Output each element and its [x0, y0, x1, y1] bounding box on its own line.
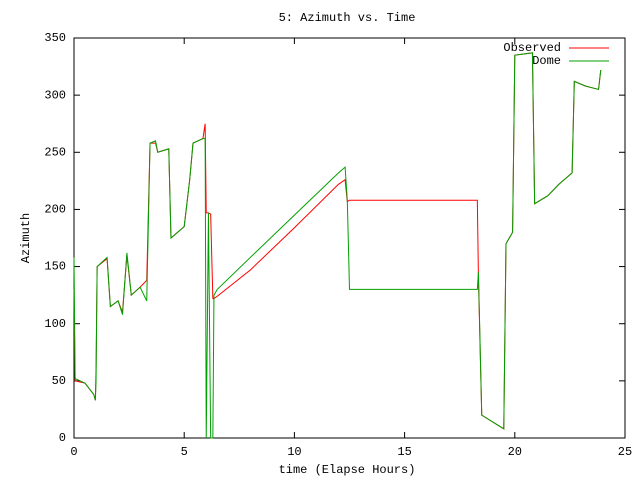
y-tick-label: 300 [44, 88, 66, 102]
x-tick-label: 10 [287, 445, 301, 459]
x-tick-label: 15 [397, 445, 411, 459]
y-tick-label: 0 [59, 431, 66, 445]
y-tick-label: 250 [44, 145, 66, 159]
plot-frame [73, 37, 626, 439]
x-tick-label: 0 [70, 445, 77, 459]
x-tick-label: 20 [508, 445, 522, 459]
y-tick-label: 150 [44, 260, 66, 274]
x-tick-label: 25 [618, 445, 632, 459]
y-tick-label: 100 [44, 317, 66, 331]
y-tick-label: 350 [44, 31, 66, 45]
series-line [73, 52, 602, 439]
y-axis-label: Azimuth [19, 213, 33, 263]
chart-title: 5: Azimuth vs. Time [279, 11, 416, 25]
y-tick-label: 50 [52, 374, 66, 388]
x-axis-label: time (Elapse Hours) [279, 463, 416, 477]
y-tick-label: 200 [44, 203, 66, 217]
x-tick-label: 5 [181, 445, 188, 459]
legend-label: Dome [532, 54, 561, 68]
legend-label: Observed [503, 41, 561, 55]
